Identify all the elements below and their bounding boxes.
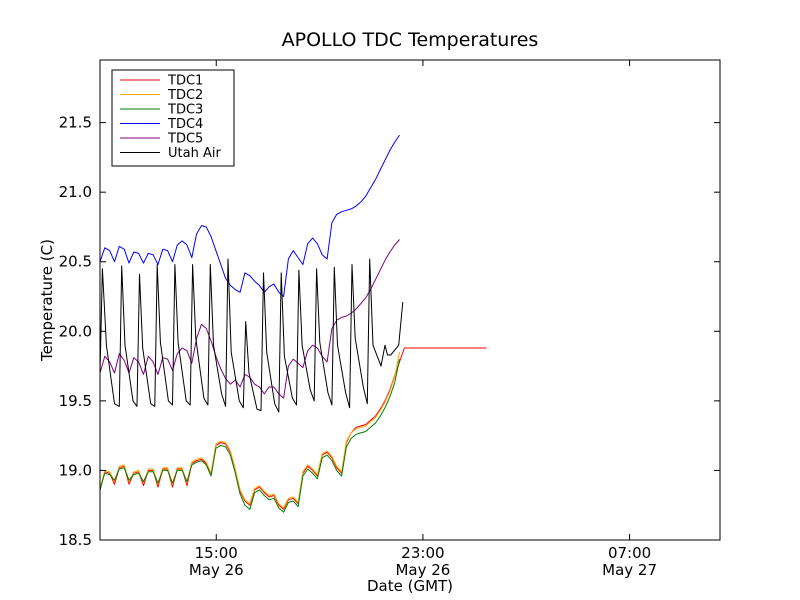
x-tick-label-time: 23:00 bbox=[401, 544, 444, 562]
y-tick-label: 19.0 bbox=[59, 461, 92, 479]
y-tick-label: 21.5 bbox=[59, 114, 92, 132]
x-tick-label-date: May 26 bbox=[189, 561, 244, 579]
series-line-utah-air bbox=[100, 258, 404, 413]
x-tick-label-time: 07:00 bbox=[608, 544, 651, 562]
legend-label: TDC3 bbox=[167, 103, 203, 118]
y-tick-label: 19.5 bbox=[59, 392, 92, 410]
x-axis-label: Date (GMT) bbox=[367, 577, 453, 595]
series-line-tdc3 bbox=[100, 359, 400, 513]
series-line-tdc2 bbox=[100, 352, 400, 509]
y-tick-label: 18.5 bbox=[59, 531, 92, 549]
y-axis-ticks: 18.5 19.0 19.5 20.0 20.5 21.0 21.5 bbox=[59, 114, 720, 549]
y-tick-label: 20.5 bbox=[59, 253, 92, 271]
y-tick-label: 21.0 bbox=[59, 183, 92, 201]
x-tick-label-date: May 27 bbox=[602, 561, 657, 579]
chart-title: APOLLO TDC Temperatures bbox=[282, 29, 539, 51]
legend-label: TDC5 bbox=[167, 132, 203, 147]
y-tick-label: 20.0 bbox=[59, 322, 92, 340]
y-axis-label: Temperature (C) bbox=[38, 239, 56, 362]
legend-label: TDC1 bbox=[167, 74, 203, 89]
legend-box bbox=[111, 69, 235, 167]
series-line-tdc1 bbox=[100, 347, 487, 510]
x-tick-label-date: May 26 bbox=[395, 561, 450, 579]
legend-label: TDC4 bbox=[167, 117, 203, 132]
axes-frame bbox=[99, 59, 721, 541]
x-tick-label-time: 15:00 bbox=[195, 544, 238, 562]
series-line-tdc4 bbox=[100, 134, 400, 297]
legend-label: TDC2 bbox=[167, 88, 203, 103]
plot-area bbox=[100, 134, 487, 513]
legend-label: Utah Air bbox=[168, 146, 221, 161]
